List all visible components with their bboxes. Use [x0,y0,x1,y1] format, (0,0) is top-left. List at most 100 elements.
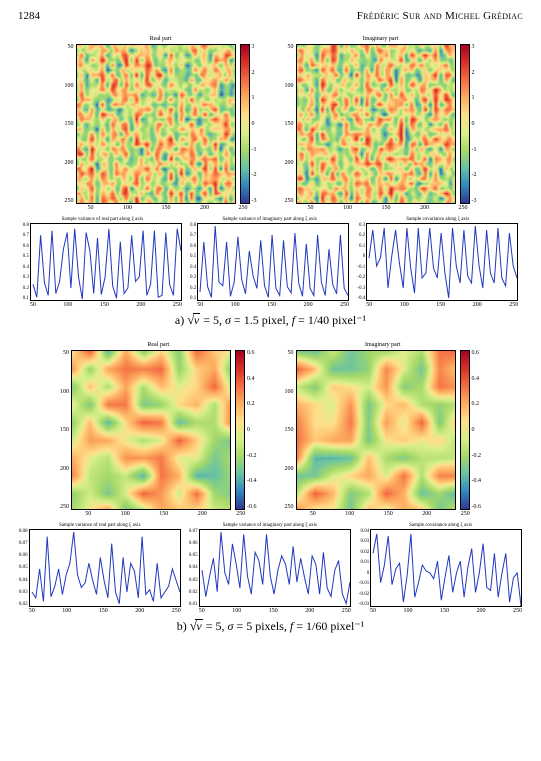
tick-label: 100 [65,83,74,89]
tick-label: 100 [60,389,69,395]
heatmap-yaxis: 50100150200250 [60,350,71,510]
tick-label: 100 [343,205,352,211]
colorbar-ticks: 0.60.40.20-0.2-0.4-0.6 [245,350,257,510]
line-plot: Sample covariance along ξ axis0.30.20.10… [357,217,518,308]
heatmap-canvas [296,350,456,510]
tick-label: 200 [198,511,207,517]
tick-label: -0.2 [472,453,482,459]
heatmap-wrap: 50100150200250 3210-1-2-3 [65,44,257,204]
tick-label: 0 [252,121,257,127]
caption-prefix: a) [175,313,187,327]
tick-label: 100 [121,511,130,517]
line-xaxis: 50100150200250 [370,607,522,614]
line-yaxis: 0.040.030.020.010-0.01-0.02-0.03 [359,529,370,607]
caption-b: b) √v = 5, σ = 5 pixels, f = 1/60 pixel⁻… [18,618,523,634]
heatmap-imag-b: Imaginary part 50100150200250 0.60.40.20… [285,342,482,517]
tick-label: 150 [285,427,294,433]
tick-label: 200 [285,466,294,472]
tick-label: 150 [384,511,393,517]
tick-label: -3 [252,198,257,204]
tick-label: 250 [285,198,294,204]
line-plot-title: Sample variance of real part along ξ axi… [62,217,144,222]
colorbar-ticks: 3210-1-2-3 [470,44,477,204]
line-xaxis: 50100150200250 [197,301,349,308]
tick-label: 2 [472,70,477,76]
tick-label: 2 [252,70,257,76]
line-plot-title: Sample variance of real part along ξ axi… [59,523,141,528]
sqrt-var: v [193,313,200,326]
tick-label: -2 [472,172,477,178]
caption-unit: pixel [262,313,286,327]
tick-label: 0.2 [247,401,257,407]
tick-label: 100 [285,389,294,395]
caption-val: 1.5 [244,313,259,327]
tick-label: 50 [308,205,314,211]
heatmap-xaxis: 50100150200250 [310,510,470,517]
tick-label: 150 [382,205,391,211]
line-plot-title: Sample variance of imaginary part along … [222,217,316,222]
heatmap-xaxis: 50100150200250 [88,204,248,211]
colorbar-ticks: 3210-1-2-3 [250,44,257,204]
tick-label: 50 [285,44,294,50]
tick-label: 150 [285,121,294,127]
line-xaxis: 50100150200250 [199,607,351,614]
line-xaxis: 50100150200250 [29,607,181,614]
line-plot: Sample variance of imaginary part along … [190,217,349,308]
heatmap-yaxis: 50100150200250 [285,44,296,204]
colorbar-wrap: 0.60.40.20-0.2-0.4-0.6 [460,350,482,510]
tick-label: 50 [85,511,91,517]
tick-label: 150 [65,121,74,127]
line-plot: Sample variance of imaginary part along … [189,523,351,614]
heatmap-title: Imaginary part [365,342,400,348]
line-plot-title: Sample covariance along ξ axis [409,523,472,528]
line-yaxis: 0.80.70.60.50.40.30.20.1 [190,223,197,301]
line-yaxis: 0.80.70.60.50.40.30.20.1 [23,223,30,301]
caption-unit: pixels [255,619,284,633]
heatmap-canvas [76,44,236,204]
sqrt-var: v [195,619,202,632]
tick-label: 200 [285,160,294,166]
heatmap-wrap: 50100150200250 0.60.40.20-0.2-0.4-0.6 [285,350,482,510]
tick-label: 200 [422,511,431,517]
tick-label: 0.4 [247,376,257,382]
colorbar [460,350,470,510]
tick-label: 50 [60,350,69,356]
figure-panel-b: Real part 50100150200250 0.60.40.20-0.2-… [18,342,523,634]
tick-label: 50 [88,205,94,211]
heatmap-wrap: 50100150200250 0.60.40.20-0.2-0.4-0.6 [60,350,257,510]
line-plot-title: Sample covariance along ξ axis [406,217,469,222]
colorbar [235,350,245,510]
tick-label: 50 [65,44,74,50]
line-plot-svg [199,529,351,607]
tick-label: 0.6 [472,350,482,356]
line-row-b: Sample variance of real part along ξ axi… [18,523,523,614]
tick-label: 250 [239,205,248,211]
figure-panel-a: Real part 50100150200250 3210-1-2-3 5010… [18,36,523,328]
tick-label: 250 [236,511,245,517]
line-row-a: Sample variance of real part along ξ axi… [18,217,523,308]
line-plot-svg [29,529,181,607]
line-plot-svg [197,223,349,301]
caption-val: 1/60 [306,619,327,633]
tick-label: 0.4 [472,376,482,382]
tick-label: -1 [472,147,477,153]
heatmap-xaxis: 50100150200250 [308,204,468,211]
tick-label: 250 [285,504,294,510]
colorbar-wrap: 3210-1-2-3 [240,44,257,204]
tick-label: 3 [472,44,477,50]
tick-label: 100 [123,205,132,211]
heatmap-title: Real part [150,36,172,42]
page-authors: Frédéric Sur and Michel Grédiac [357,10,523,22]
line-plot-title: Sample variance of imaginary part along … [223,523,317,528]
colorbar-wrap: 0.60.40.20-0.2-0.4-0.6 [235,350,257,510]
colorbar [240,44,250,204]
heatmap-row-b: Real part 50100150200250 0.60.40.20-0.2-… [18,342,523,517]
line-plot: Sample covariance along ξ axis 0.040.030.… [359,523,522,614]
tick-label: 50 [285,350,294,356]
tick-label: 250 [65,198,74,204]
line-xaxis: 50100150200250 [30,301,182,308]
line-plot: Sample variance of real part along ξ axi… [23,217,182,308]
line-plot-svg [366,223,518,301]
heatmap-real-b: Real part 50100150200250 0.60.40.20-0.2-… [60,342,257,517]
tick-label: 0.2 [472,401,482,407]
